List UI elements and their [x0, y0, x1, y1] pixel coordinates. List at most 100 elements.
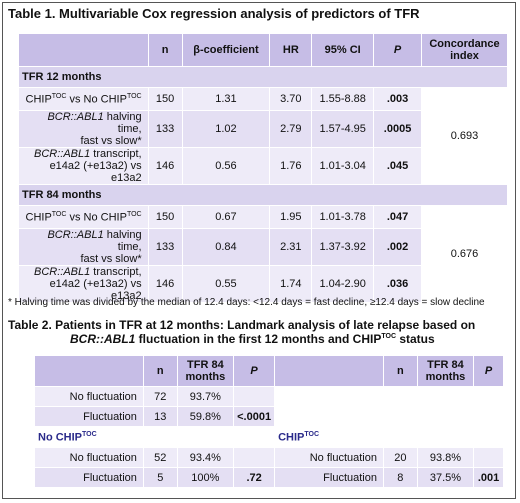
- section-tfr84: TFR 84 months: [18, 184, 508, 206]
- table1-header-row: n β-coefficient HR 95% CI P Concordance …: [18, 33, 508, 67]
- document-frame: [2, 2, 516, 499]
- cell-hr: 1.74: [269, 265, 313, 303]
- row-label-halving: BCR::ABL1 halving time, fast vs slow*: [18, 110, 149, 148]
- cell-hr: 3.70: [269, 87, 313, 111]
- cell-tfr: 37.5%: [416, 467, 475, 488]
- table-row: No fluctuation 52 93.4% No fluctuation 2…: [34, 447, 504, 468]
- cell-n: 5: [142, 467, 178, 488]
- cell-p: .047: [373, 205, 422, 229]
- cell-p: [473, 447, 504, 468]
- cell-tfr: 59.8%: [176, 406, 235, 427]
- blank-cell: [274, 406, 504, 427]
- header-n: n: [142, 355, 178, 387]
- cell-concordance: 0.676: [421, 205, 508, 303]
- cell-beta: 1.31: [181, 87, 271, 111]
- cell-n: 133: [147, 228, 183, 266]
- cell-hr: 2.79: [269, 110, 313, 148]
- cell-p: .003: [373, 87, 422, 111]
- cell-p: .036: [373, 265, 422, 303]
- cell-ci: 1.55-8.88: [311, 87, 375, 111]
- table-row: CHIPTOC vs No CHIPTOC 150 1.31 3.70 1.55…: [18, 87, 508, 185]
- header-n: n: [147, 33, 183, 67]
- row-label: Fluctuation: [34, 467, 144, 488]
- row-label-transcript: BCR::ABL1 transcript, e14a2 (+e13a2) vs e…: [18, 147, 149, 185]
- subgroup-no-chip-label: No CHIPTOC: [33, 426, 276, 448]
- cell-beta: 1.02: [181, 110, 271, 148]
- table1-title: Table 1. Multivariable Cox regression an…: [8, 6, 420, 21]
- cell-n: 20: [382, 447, 418, 468]
- header-beta: β-coefficient: [181, 33, 271, 67]
- header-p: P: [373, 33, 422, 67]
- cell-n: 146: [147, 265, 183, 303]
- cell-ci: 1.37-3.92: [311, 228, 375, 266]
- cell-ci: 1.04-2.90: [311, 265, 375, 303]
- header-tfr: TFR 84 months: [176, 355, 235, 387]
- row-label: No fluctuation: [34, 447, 144, 468]
- header-ci: 95% CI: [311, 33, 375, 67]
- section-label: TFR 84 months: [18, 184, 508, 206]
- cell-p: [233, 447, 276, 468]
- cell-p: <.0001: [233, 406, 276, 427]
- cell-hr: 1.95: [269, 205, 313, 229]
- table2-header-row: n TFR 84 months P n TFR 84 months P: [34, 355, 504, 387]
- row-label: No fluctuation: [274, 447, 384, 468]
- header-blank: [18, 33, 149, 67]
- row-label: Fluctuation: [274, 467, 384, 488]
- cell-hr: 1.76: [269, 147, 313, 185]
- header-blank: [274, 355, 384, 387]
- header-p: P: [233, 355, 276, 387]
- row-label-halving: BCR::ABL1 halving time, fast vs slow*: [18, 228, 149, 266]
- row-label: Fluctuation: [34, 406, 144, 427]
- cell-n: 13: [142, 406, 178, 427]
- header-blank: [34, 355, 144, 387]
- cell-p: .002: [373, 228, 422, 266]
- cell-n: 150: [147, 205, 183, 229]
- cell-n: 150: [147, 87, 183, 111]
- cell-ci: 1.57-4.95: [311, 110, 375, 148]
- cell-ci: 1.01-3.78: [311, 205, 375, 229]
- cell-beta: 0.55: [181, 265, 271, 303]
- cell-tfr: 93.8%: [416, 447, 475, 468]
- section-tfr12: TFR 12 months: [18, 66, 508, 88]
- table2: n TFR 84 months P n TFR 84 months P No f…: [33, 355, 504, 488]
- header-p: P: [473, 355, 504, 387]
- table-row: Fluctuation 5 100% .72 Fluctuation 8 37.…: [34, 467, 504, 488]
- header-concordance: Concordance index: [421, 33, 508, 67]
- table1: n β-coefficient HR 95% CI P Concordance …: [18, 33, 508, 303]
- cell-beta: 0.56: [181, 147, 271, 185]
- row-label-transcript: BCR::ABL1 transcript, e14a2 (+e13a2) vs e…: [18, 265, 149, 303]
- row-label-chip: CHIPTOC vs No CHIPTOC: [18, 87, 149, 111]
- cell-beta: 0.84: [181, 228, 271, 266]
- table-row: Fluctuation 13 59.8% <.0001: [34, 406, 504, 427]
- subgroup-chip-label: CHIPTOC: [274, 426, 504, 448]
- section-label: TFR 12 months: [18, 66, 508, 88]
- header-hr: HR: [269, 33, 313, 67]
- cell-p: .001: [473, 467, 504, 488]
- cell-tfr: 100%: [176, 467, 235, 488]
- footnote: * Halving time was divided by the median…: [8, 297, 485, 308]
- cell-n: 8: [382, 467, 418, 488]
- table2-title: Table 2. Patients in TFR at 12 months: L…: [8, 318, 476, 346]
- cell-n: 72: [142, 386, 178, 407]
- table-row: BCR::ABL1 transcript, e14a2 (+e13a2) vs e…: [18, 147, 508, 185]
- cell-p: .045: [373, 147, 422, 185]
- subgroup-header-row: No CHIPTOC CHIPTOC: [33, 426, 504, 448]
- cell-beta: 0.67: [181, 205, 271, 229]
- blank-cell: [274, 386, 504, 407]
- row-label-chip: CHIPTOC vs No CHIPTOC: [18, 205, 149, 229]
- cell-concordance: 0.693: [421, 87, 508, 185]
- header-tfr: TFR 84 months: [416, 355, 475, 387]
- table-row: No fluctuation 72 93.7%: [34, 386, 504, 407]
- cell-p: .0005: [373, 110, 422, 148]
- table-row: CHIPTOC vs No CHIPTOC 150 0.67 1.95 1.01…: [18, 205, 508, 303]
- cell-hr: 2.31: [269, 228, 313, 266]
- cell-n: 146: [147, 147, 183, 185]
- cell-tfr: 93.7%: [176, 386, 235, 407]
- cell-p: .72: [233, 467, 276, 488]
- cell-p: [233, 386, 276, 407]
- cell-n: 52: [142, 447, 178, 468]
- cell-ci: 1.01-3.04: [311, 147, 375, 185]
- table-row: BCR::ABL1 transcript, e14a2 (+e13a2) vs e…: [18, 265, 508, 303]
- cell-n: 133: [147, 110, 183, 148]
- row-label: No fluctuation: [34, 386, 144, 407]
